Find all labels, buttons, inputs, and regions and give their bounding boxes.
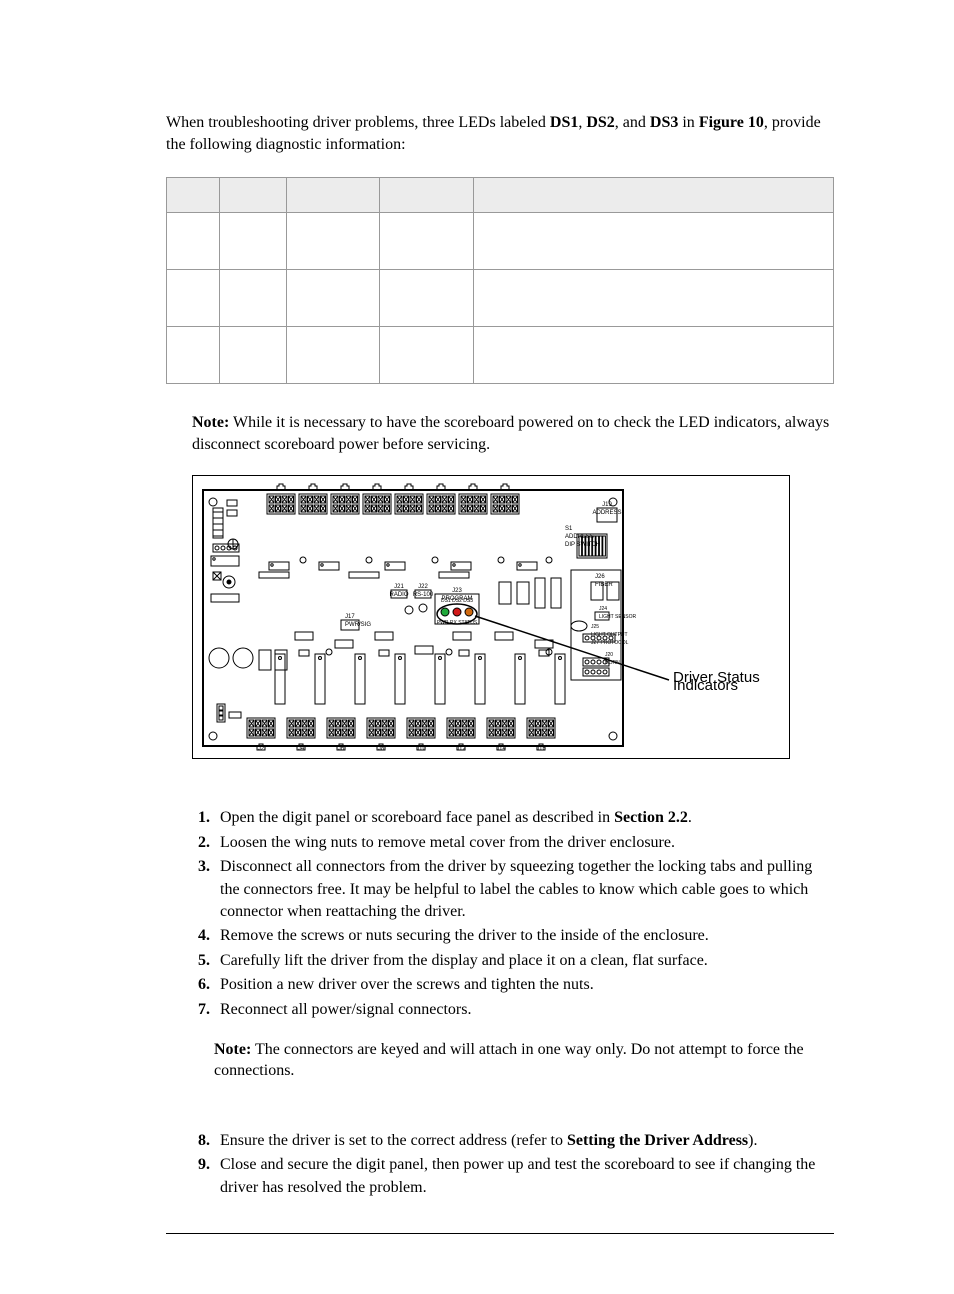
svg-text:J17: J17 [345,614,355,620]
intro-prefix: When troubleshooting driver problems, th… [166,114,550,131]
svg-text:RS-100: RS-100 [413,592,434,598]
th-5 [473,178,833,213]
step-5: Carefully lift the driver from the displ… [214,950,834,972]
note-connectors: Note: The connectors are keyed and will … [214,1039,834,1082]
procedure-list: Open the digit panel or scoreboard face … [166,807,834,1021]
svg-text:FIBER: FIBER [595,582,613,588]
th-3 [287,178,380,213]
diagnostic-table [166,177,834,384]
step-7: Reconnect all power/signal connectors. [214,999,834,1021]
step-2: Loosen the wing nuts to remove metal cov… [214,832,834,854]
svg-text:J14: J14 [496,746,506,752]
th-2 [220,178,287,213]
svg-text:J16: J16 [536,746,546,752]
svg-text:LIGHT SENSOR: LIGHT SENSOR [599,614,637,620]
svg-text:J4: J4 [298,746,305,752]
note-label: Note: [192,414,229,431]
th-4 [380,178,473,213]
svg-text:J2: J2 [258,746,265,752]
table-row [167,213,834,270]
svg-text:J23: J23 [452,588,462,594]
note-power: Note: While it is necessary to have the … [192,412,834,455]
svg-text:J25: J25 [591,624,599,630]
svg-text:RADIO: RADIO [389,592,408,598]
svg-text:J22: J22 [418,584,428,590]
step-3: Disconnect all connectors from the drive… [214,856,834,923]
board-svg: J2 J4 J6 J8 J10 J12 J14 J16 J17 PWR/SIG J21 RADIO J2… [199,482,781,752]
led-ds1: DS1 [550,114,578,131]
svg-text:J24: J24 [599,606,607,612]
step-6: Position a new driver over the screws an… [214,974,834,996]
driver-board-diagram: J2 J4 J6 J8 J10 J12 J14 J16 J17 PWR/SIG J21 RADIO J2… [192,475,790,759]
svg-text:Indicators: Indicators [673,677,738,694]
step-1: Open the digit panel or scoreboard face … [214,807,834,829]
step-4: Remove the screws or nuts securing the d… [214,925,834,947]
note-text: While it is necessary to have the scoreb… [192,414,829,453]
table-row [167,270,834,327]
svg-text:J27 PROTOCOL: J27 PROTOCOL [591,640,629,646]
step-8: Ensure the driver is set to the correct … [214,1130,834,1152]
svg-text:J10: J10 [416,746,426,752]
intro-paragraph: When troubleshooting driver problems, th… [166,112,834,155]
procedure-list-2: Ensure the driver is set to the correct … [166,1130,834,1199]
svg-text:PWR RX STATUS: PWR RX STATUS [437,620,478,626]
svg-text:J21: J21 [394,584,404,590]
svg-text:ADDRESS: ADDRESS [592,510,621,516]
svg-text:ADDRESS: ADDRESS [565,534,594,540]
svg-text:J19: J19 [602,502,612,508]
svg-text:J12: J12 [456,746,466,752]
svg-text:J20: J20 [605,652,613,658]
svg-text:J26: J26 [595,574,605,580]
step-9: Close and secure the digit panel, then p… [214,1154,834,1199]
th-1 [167,178,220,213]
svg-text:PWR/SIG: PWR/SIG [345,622,371,628]
led-ds2: DS2 [586,114,614,131]
svg-text:DS1 DS2 DS3: DS1 DS2 DS3 [441,598,473,604]
svg-text:S1: S1 [565,526,573,532]
svg-text:J6: J6 [338,746,345,752]
led-ds3: DS3 [650,114,678,131]
figure-ref: Figure 10 [699,114,764,131]
table-row [167,327,834,384]
footer-rule [166,1233,834,1234]
svg-text:DIP SWITCH: DIP SWITCH [565,542,600,548]
svg-text:J8: J8 [378,746,385,752]
